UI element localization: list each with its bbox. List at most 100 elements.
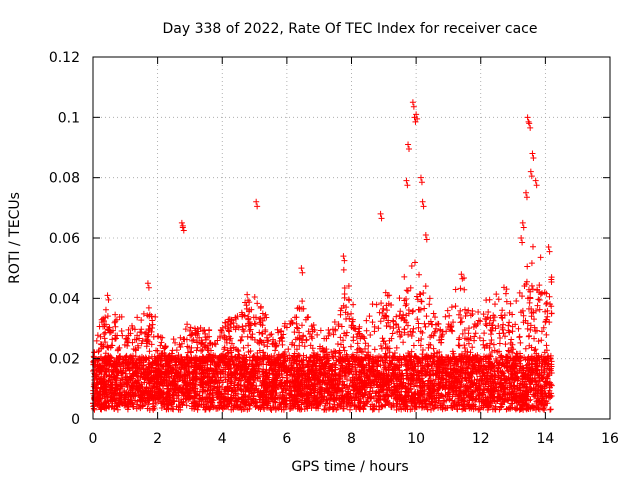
data-point: [416, 306, 423, 313]
data-point: [496, 330, 503, 337]
data-point: [257, 303, 264, 310]
data-point: [404, 287, 411, 294]
data-point: [129, 325, 136, 332]
data-point: [310, 349, 317, 356]
data-point: [340, 337, 347, 344]
data-point: [101, 335, 108, 342]
data-point: [543, 301, 550, 308]
data-point: [162, 343, 169, 350]
data-point: [461, 286, 468, 293]
data-point: [496, 340, 503, 347]
data-point: [456, 342, 463, 349]
data-point: [94, 332, 101, 339]
data-point: [377, 318, 384, 325]
data-point: [428, 321, 435, 328]
data-point: [411, 383, 418, 390]
data-point: [145, 304, 152, 311]
data-point: [220, 332, 227, 339]
data-point: [158, 339, 165, 346]
data-point: [93, 337, 100, 344]
data-point: [526, 332, 533, 339]
data-point: [331, 319, 338, 326]
data-point: [366, 313, 373, 320]
data-point: [426, 295, 433, 302]
data-point: [457, 307, 464, 314]
data-point: [476, 406, 483, 413]
data-point: [140, 310, 147, 317]
data-point: [390, 325, 397, 332]
data-point: [420, 289, 427, 296]
data-point: [384, 307, 391, 314]
data-point: [527, 326, 534, 333]
data-point: [346, 406, 353, 413]
data-point: [206, 327, 213, 334]
data-point: [442, 313, 449, 320]
data-point: [527, 322, 534, 329]
data-point: [386, 292, 393, 299]
data-point: [267, 331, 274, 338]
data-point: [528, 282, 535, 289]
data-point: [130, 346, 137, 353]
data-point: [256, 329, 263, 336]
data-point: [246, 328, 253, 335]
data-point: [152, 313, 159, 320]
data-point: [272, 347, 279, 354]
data-point: [487, 315, 494, 322]
data-point: [397, 308, 404, 315]
data-point: [155, 333, 162, 340]
data-point: [373, 301, 380, 308]
data-point: [534, 302, 541, 309]
data-point: [535, 296, 542, 303]
data-point: [387, 323, 394, 330]
data-point: [476, 334, 483, 341]
data-point: [415, 337, 422, 344]
data-point: [446, 312, 453, 319]
data-point: [483, 297, 490, 304]
data-point: [198, 348, 205, 355]
data-point: [157, 334, 164, 341]
data-point: [365, 342, 372, 349]
data-point: [118, 327, 125, 334]
data-point: [410, 342, 417, 349]
data-point: [410, 325, 417, 332]
data-point: [369, 301, 376, 308]
data-point: [264, 337, 271, 344]
data-point: [325, 326, 332, 333]
data-point: [153, 347, 160, 354]
data-point: [262, 311, 269, 318]
data-point: [130, 404, 137, 411]
data-point: [173, 347, 180, 354]
data-point: [214, 337, 221, 344]
data-point: [407, 328, 414, 335]
data-point: [459, 330, 466, 337]
data-point: [500, 321, 507, 328]
data-point: [524, 325, 531, 332]
data-point: [112, 323, 119, 330]
data-point: [367, 331, 374, 338]
data-point: [225, 327, 232, 334]
data-point: [480, 341, 487, 348]
data-point: [174, 365, 181, 372]
data-point: [491, 301, 498, 308]
data-point: [326, 330, 333, 337]
data-point: [239, 333, 246, 340]
data-point: [546, 293, 553, 300]
data-point: [340, 344, 347, 351]
data-point: [421, 320, 428, 327]
data-point: [417, 342, 424, 349]
data-point: [314, 331, 321, 338]
data-point: [393, 344, 400, 351]
data-point: [472, 330, 479, 337]
data-point: [455, 311, 462, 318]
data-point: [101, 330, 108, 337]
data-point: [268, 331, 275, 338]
data-point: [303, 336, 310, 343]
data-point: [299, 298, 306, 305]
data-point: [378, 345, 385, 352]
data-point: [249, 334, 256, 341]
data-point: [136, 335, 143, 342]
data-point: [515, 325, 522, 332]
data-point: [371, 346, 378, 353]
data-point: [400, 339, 407, 346]
